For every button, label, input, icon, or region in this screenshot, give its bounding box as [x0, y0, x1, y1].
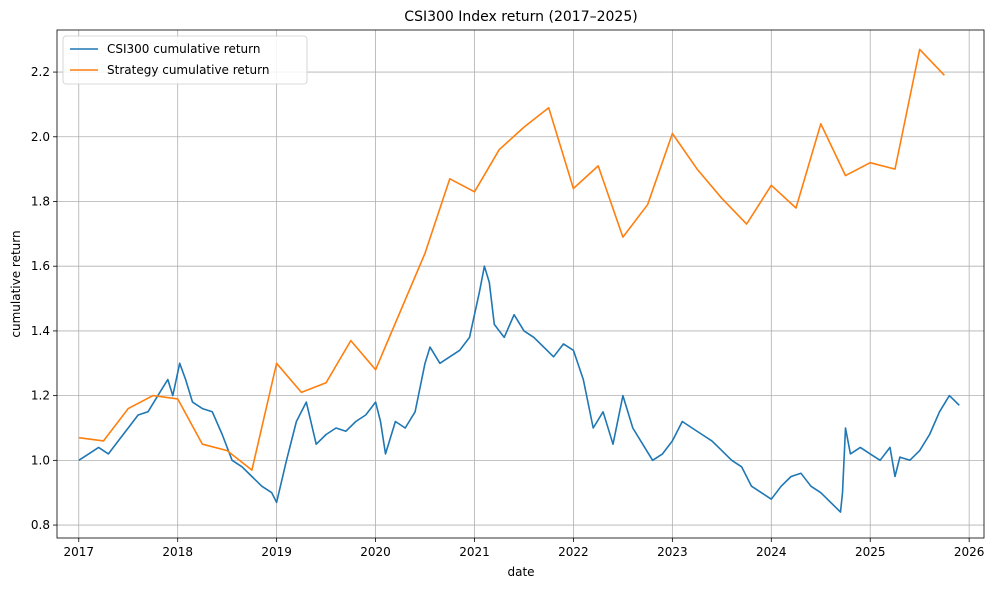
x-tick-label: 2026 — [954, 545, 985, 559]
y-tick-label: 0.8 — [31, 518, 50, 532]
x-tick-label: 2021 — [459, 545, 490, 559]
plot-frame — [56, 29, 985, 539]
y-tick-label: 1.4 — [31, 324, 50, 338]
y-tick-label: 2.2 — [31, 65, 50, 79]
legend: CSI300 cumulative return Strategy cumula… — [62, 35, 308, 85]
x-tick-label: 2024 — [756, 545, 787, 559]
x-tick-label: 2017 — [63, 545, 94, 559]
y-tick-label: 1.2 — [31, 389, 50, 403]
x-tick-label: 2022 — [558, 545, 589, 559]
x-tick-label: 2023 — [657, 545, 688, 559]
x-tick-label: 2025 — [855, 545, 886, 559]
x-tick-label: 2020 — [360, 545, 391, 559]
x-axis-ticks: 2017 2018 2019 2020 2021 2022 2023 2024 2025 2026 — [63, 538, 984, 559]
y-tick-label: 1.0 — [31, 453, 50, 467]
y-axis-ticks: 0.8 1.0 1.2 1.4 1.6 1.8 2.0 2.2 — [31, 65, 57, 532]
x-tick-label: 2019 — [261, 545, 292, 559]
strategy-cumulative-return-line — [78, 48, 945, 471]
y-tick-label: 2.0 — [31, 130, 50, 144]
x-tick-label: 2018 — [162, 545, 193, 559]
y-axis-label: cumulative return — [9, 230, 23, 337]
legend-label-strategy: Strategy cumulative return — [107, 63, 269, 77]
legend-label-csi300: CSI300 cumulative return — [107, 42, 260, 56]
y-tick-label: 1.8 — [31, 194, 50, 208]
chart-title: CSI300 Index return (2017–2025) — [404, 9, 637, 25]
grid-lines — [57, 30, 984, 538]
series-lines — [78, 48, 960, 513]
csi300-cumulative-return-line — [78, 265, 960, 513]
legend-box — [62, 35, 308, 85]
y-tick-label: 1.6 — [31, 259, 50, 273]
x-axis-label: date — [507, 565, 534, 579]
